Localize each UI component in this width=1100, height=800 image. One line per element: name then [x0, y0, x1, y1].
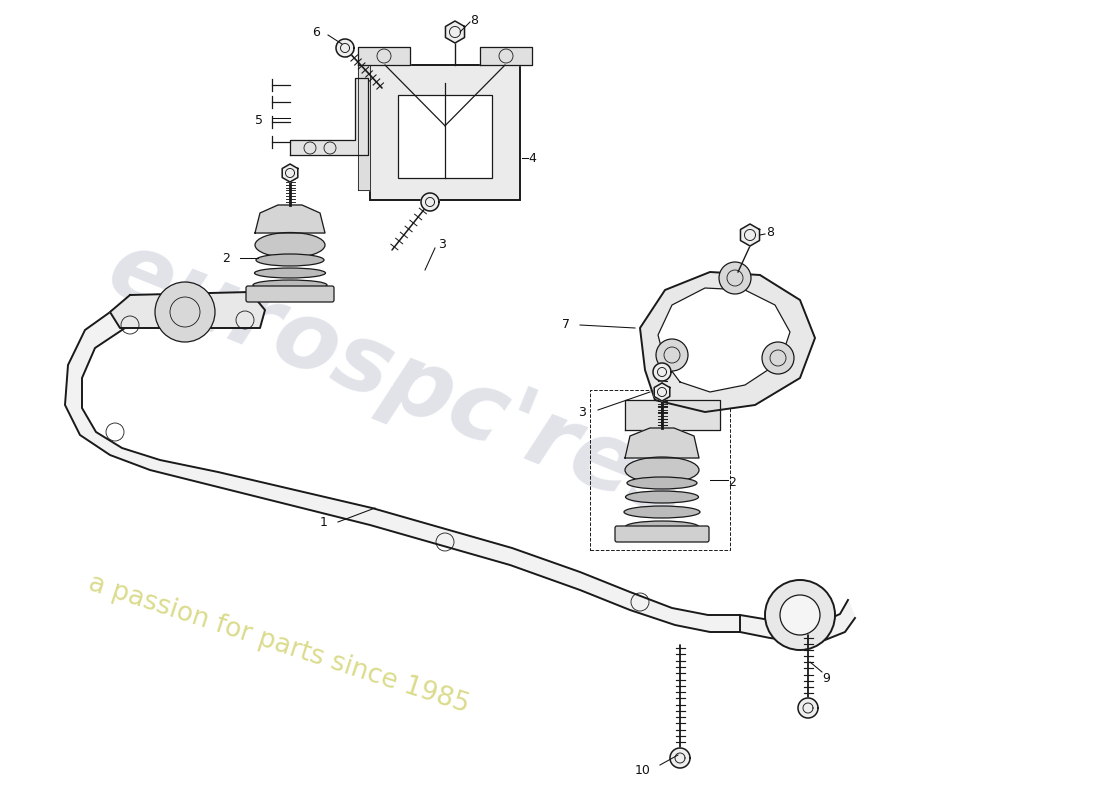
Text: 3: 3 — [438, 238, 446, 251]
Polygon shape — [480, 47, 532, 65]
Text: 7: 7 — [562, 318, 570, 331]
Polygon shape — [640, 272, 815, 412]
Polygon shape — [653, 363, 671, 381]
Text: a passion for parts since 1985: a passion for parts since 1985 — [85, 570, 472, 718]
FancyBboxPatch shape — [246, 286, 334, 302]
Circle shape — [764, 580, 835, 650]
Polygon shape — [110, 292, 265, 328]
Ellipse shape — [625, 521, 698, 533]
Ellipse shape — [624, 506, 700, 518]
FancyBboxPatch shape — [370, 65, 520, 200]
Polygon shape — [290, 78, 369, 155]
Text: eurospc'res: eurospc'res — [95, 223, 703, 540]
Polygon shape — [358, 47, 410, 65]
Polygon shape — [658, 288, 790, 392]
Circle shape — [780, 595, 820, 635]
Ellipse shape — [627, 477, 697, 489]
Polygon shape — [255, 205, 324, 233]
Ellipse shape — [253, 280, 327, 290]
Ellipse shape — [625, 457, 698, 483]
Polygon shape — [283, 164, 298, 182]
Text: 5: 5 — [255, 114, 263, 126]
Circle shape — [155, 282, 214, 342]
Ellipse shape — [254, 268, 326, 278]
FancyBboxPatch shape — [398, 95, 492, 178]
Ellipse shape — [256, 254, 324, 266]
Polygon shape — [336, 39, 354, 57]
Polygon shape — [625, 428, 698, 458]
Circle shape — [762, 342, 794, 374]
Text: 6: 6 — [312, 26, 320, 38]
Ellipse shape — [626, 491, 698, 503]
Polygon shape — [670, 748, 690, 768]
Text: 10: 10 — [635, 763, 651, 777]
Polygon shape — [798, 698, 818, 718]
Polygon shape — [740, 224, 759, 246]
Polygon shape — [654, 383, 670, 401]
Text: 9: 9 — [822, 671, 829, 685]
Text: 1: 1 — [320, 515, 328, 529]
Circle shape — [656, 339, 688, 371]
Text: 8: 8 — [766, 226, 774, 238]
Text: 8: 8 — [470, 14, 478, 26]
Polygon shape — [65, 295, 740, 632]
Polygon shape — [358, 65, 370, 190]
Text: 4: 4 — [528, 151, 536, 165]
Ellipse shape — [255, 233, 324, 258]
FancyBboxPatch shape — [615, 526, 710, 542]
Text: 2: 2 — [222, 251, 230, 265]
Polygon shape — [446, 21, 464, 43]
Circle shape — [719, 262, 751, 294]
Polygon shape — [740, 600, 855, 642]
Polygon shape — [625, 400, 720, 430]
Text: 2: 2 — [728, 475, 736, 489]
Polygon shape — [421, 193, 439, 211]
Text: 3: 3 — [578, 406, 586, 418]
